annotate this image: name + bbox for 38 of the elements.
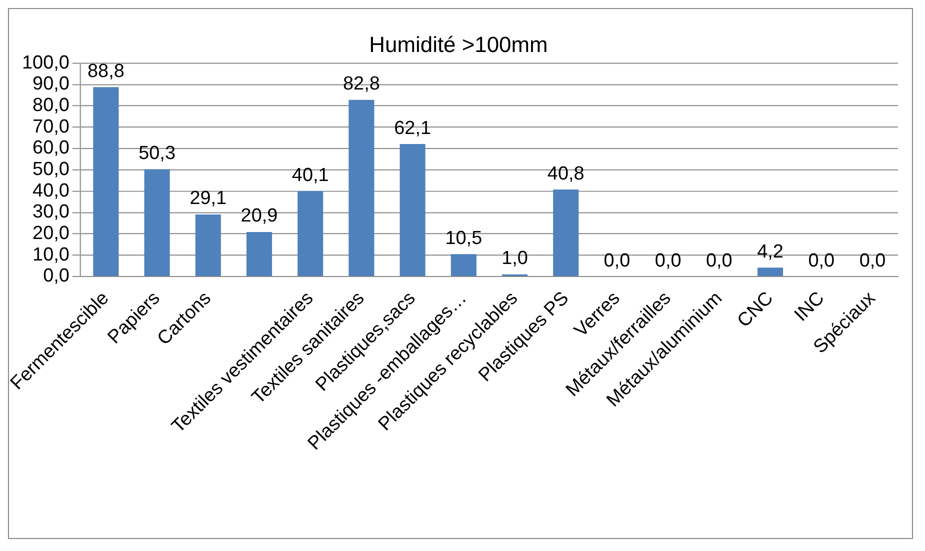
data-label: 0,0 [859, 250, 886, 272]
y-tick-label: 30,0 [32, 202, 70, 223]
bar [144, 169, 170, 276]
bar [450, 254, 476, 276]
y-tick-label: 10,0 [32, 244, 70, 266]
data-label: 29,1 [190, 188, 227, 210]
bar [348, 100, 374, 276]
data-label: 10,5 [445, 228, 482, 249]
bar [400, 144, 426, 276]
y-tick-label: 90,0 [32, 74, 70, 95]
data-label: 0,0 [706, 250, 732, 272]
bar [195, 214, 221, 276]
data-label: 88,8 [87, 60, 124, 82]
data-label: 0,0 [654, 250, 682, 272]
y-tick-label: 50,0 [32, 159, 70, 180]
data-label: 40,8 [547, 163, 584, 184]
data-label: 4,2 [757, 241, 784, 262]
data-label: 62,1 [394, 118, 431, 139]
bar [553, 189, 579, 276]
y-tick-label: 70,0 [32, 116, 70, 138]
bar [298, 190, 324, 276]
y-tick-label: 0,0 [43, 266, 70, 287]
bar [93, 87, 119, 276]
y-tick-label: 40,0 [32, 180, 70, 202]
bar [758, 268, 784, 276]
chart-title: Humidité >100mm [369, 32, 548, 58]
data-label: 20,9 [240, 206, 278, 227]
data-label: 0,0 [808, 250, 835, 272]
data-label: 50,3 [138, 143, 176, 164]
y-tick-label: 100,0 [22, 52, 70, 74]
bar [246, 232, 272, 276]
data-label: 0,0 [604, 250, 630, 272]
data-label: 1,0 [502, 248, 528, 270]
y-tick-label: 20,0 [32, 223, 70, 244]
y-tick-label: 80,0 [32, 95, 70, 116]
data-label: 82,8 [343, 74, 380, 95]
data-label: 40,1 [292, 164, 329, 186]
y-tick-label: 60,0 [32, 138, 70, 159]
